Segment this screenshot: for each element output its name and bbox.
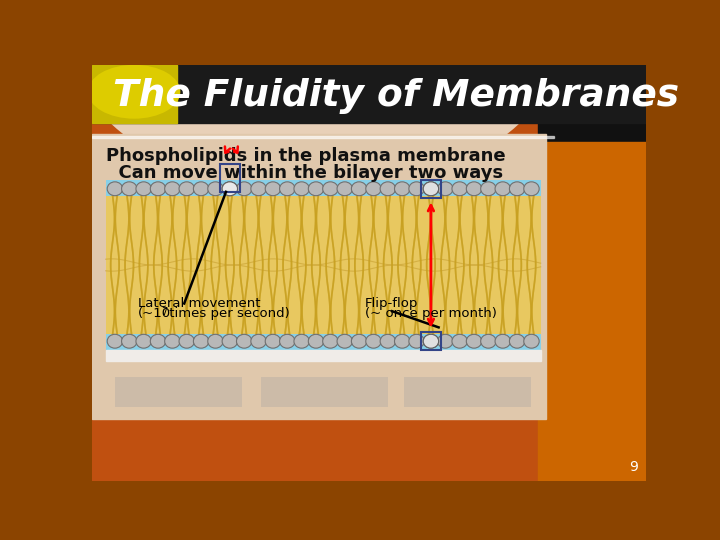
Ellipse shape [294, 182, 310, 195]
Ellipse shape [481, 182, 496, 195]
Ellipse shape [467, 334, 482, 348]
Bar [92, 65, 647, 123]
Text: (~ once per month): (~ once per month) [365, 307, 497, 320]
Text: times per second): times per second) [165, 307, 289, 320]
Ellipse shape [208, 334, 223, 348]
Text: 7: 7 [161, 307, 167, 316]
Ellipse shape [265, 334, 281, 348]
Polygon shape [92, 65, 176, 123]
Ellipse shape [308, 334, 324, 348]
Bar [404, 377, 531, 408]
Ellipse shape [136, 334, 151, 348]
Bar [421, 179, 441, 198]
Ellipse shape [409, 182, 424, 195]
Ellipse shape [107, 182, 122, 195]
Ellipse shape [438, 182, 453, 195]
Ellipse shape [467, 182, 482, 195]
Bar [261, 377, 388, 408]
Ellipse shape [194, 182, 209, 195]
Ellipse shape [495, 334, 510, 348]
Text: Flip-flop: Flip-flop [365, 298, 418, 310]
Ellipse shape [495, 182, 510, 195]
Ellipse shape [337, 334, 352, 348]
Bar [539, 142, 647, 481]
Ellipse shape [294, 334, 310, 348]
Ellipse shape [122, 182, 137, 195]
Bar [92, 134, 546, 419]
Ellipse shape [279, 182, 295, 195]
Text: (~10: (~10 [138, 307, 171, 320]
Ellipse shape [122, 334, 137, 348]
Ellipse shape [510, 182, 525, 195]
Text: Lateral movement: Lateral movement [138, 298, 261, 310]
Bar [115, 377, 242, 408]
Ellipse shape [222, 182, 238, 195]
Ellipse shape [107, 334, 122, 348]
Ellipse shape [366, 182, 381, 195]
Ellipse shape [423, 334, 438, 348]
Ellipse shape [380, 334, 395, 348]
Bar [106, 350, 541, 361]
Ellipse shape [222, 334, 238, 348]
Text: 9: 9 [629, 461, 639, 474]
Bar [220, 164, 240, 192]
Ellipse shape [136, 182, 151, 195]
Ellipse shape [323, 182, 338, 195]
Ellipse shape [179, 334, 194, 348]
Ellipse shape [351, 334, 366, 348]
Text: The Fluidity of Membranes: The Fluidity of Membranes [113, 78, 679, 113]
Ellipse shape [366, 334, 381, 348]
Text: Phospholipids in the plasma membrane: Phospholipids in the plasma membrane [106, 147, 505, 165]
Ellipse shape [165, 182, 180, 195]
Ellipse shape [308, 182, 324, 195]
Ellipse shape [194, 334, 209, 348]
Ellipse shape [510, 334, 525, 348]
Ellipse shape [409, 334, 424, 348]
Ellipse shape [236, 334, 252, 348]
Ellipse shape [423, 182, 438, 195]
Ellipse shape [323, 334, 338, 348]
Ellipse shape [265, 182, 281, 195]
Ellipse shape [251, 182, 266, 195]
Ellipse shape [395, 182, 410, 195]
Text: Can move within the bilayer two ways: Can move within the bilayer two ways [106, 164, 503, 181]
Ellipse shape [452, 182, 467, 195]
Ellipse shape [251, 334, 266, 348]
Ellipse shape [208, 182, 223, 195]
Bar [106, 195, 541, 334]
Bar [92, 136, 554, 138]
Bar [539, 65, 647, 150]
Ellipse shape [150, 334, 166, 348]
Ellipse shape [481, 334, 496, 348]
Ellipse shape [523, 334, 539, 348]
Ellipse shape [380, 182, 395, 195]
Ellipse shape [88, 65, 180, 119]
Ellipse shape [438, 334, 453, 348]
Ellipse shape [236, 182, 252, 195]
Ellipse shape [423, 334, 438, 348]
Ellipse shape [222, 182, 238, 195]
Ellipse shape [523, 182, 539, 195]
Bar [106, 180, 541, 350]
Ellipse shape [337, 182, 352, 195]
Ellipse shape [423, 182, 438, 195]
Ellipse shape [165, 334, 180, 348]
Ellipse shape [179, 182, 194, 195]
Ellipse shape [452, 334, 467, 348]
Ellipse shape [395, 334, 410, 348]
Ellipse shape [279, 334, 295, 348]
Bar [421, 332, 441, 350]
Ellipse shape [351, 182, 366, 195]
Ellipse shape [150, 182, 166, 195]
Ellipse shape [53, 0, 577, 195]
